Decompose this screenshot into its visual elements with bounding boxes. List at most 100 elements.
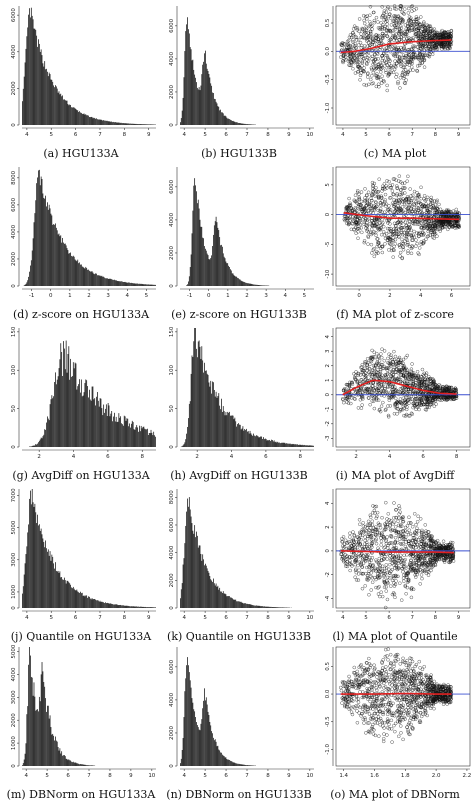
bar-a-80 bbox=[93, 118, 94, 125]
bar-j-116 bbox=[126, 606, 127, 608]
bar-j-121 bbox=[130, 606, 131, 608]
bar-g-122 bbox=[131, 424, 132, 447]
bar-g-131 bbox=[139, 426, 140, 447]
bar-k-39 bbox=[215, 586, 216, 608]
bar-k-66 bbox=[239, 601, 240, 608]
bar-k-40 bbox=[216, 583, 217, 608]
bar-e-14 bbox=[193, 211, 194, 286]
bar-h-135 bbox=[301, 445, 302, 447]
bar-e-58 bbox=[232, 273, 233, 286]
bar-k-51 bbox=[226, 594, 227, 608]
bar-h-29 bbox=[206, 370, 207, 447]
bar-d-135 bbox=[143, 284, 144, 286]
bar-g-62 bbox=[77, 386, 78, 447]
bar-h-86 bbox=[257, 436, 258, 447]
bar-g-32 bbox=[51, 399, 52, 447]
bar-g-147 bbox=[153, 432, 154, 447]
point-l-259 bbox=[371, 581, 374, 584]
bar-a-7 bbox=[28, 15, 29, 125]
x-tick-label-i-0: 2 bbox=[354, 454, 358, 460]
bar-g-11 bbox=[32, 446, 33, 447]
bar-h-17 bbox=[195, 328, 196, 447]
bar-g-125 bbox=[134, 429, 135, 447]
bar-a-113 bbox=[123, 123, 124, 125]
bar-g-39 bbox=[57, 380, 58, 447]
caption-j: (j) Quantile on HGU133A bbox=[2, 630, 160, 643]
bar-a-92 bbox=[104, 121, 105, 125]
bar-g-54 bbox=[70, 359, 71, 447]
point-f-297 bbox=[357, 237, 360, 240]
point-c-1038 bbox=[438, 45, 441, 48]
bar-g-23 bbox=[43, 436, 44, 447]
bar-b-59 bbox=[233, 121, 234, 125]
bar-b-13 bbox=[192, 60, 193, 125]
bar-j-103 bbox=[114, 604, 115, 608]
bar-a-18 bbox=[38, 39, 39, 125]
bar-e-36 bbox=[212, 246, 213, 286]
bar-g-120 bbox=[129, 423, 130, 447]
bar-j-64 bbox=[79, 593, 80, 608]
point-f-1032 bbox=[406, 180, 409, 183]
point-f-8 bbox=[411, 194, 414, 197]
bar-j-86 bbox=[99, 602, 100, 608]
bar-a-118 bbox=[127, 123, 128, 125]
bar-h-68 bbox=[241, 429, 242, 447]
bar-a-125 bbox=[134, 124, 135, 125]
bar-h-74 bbox=[246, 429, 247, 447]
point-c-1025 bbox=[395, 73, 398, 76]
x-tick-label-b-3: 7 bbox=[245, 132, 249, 138]
bar-h-58 bbox=[232, 415, 233, 447]
bar-d-84 bbox=[97, 275, 98, 286]
bar-a-138 bbox=[145, 124, 146, 125]
bar-a-27 bbox=[46, 69, 47, 125]
bar-k-88 bbox=[259, 606, 260, 608]
bar-k-76 bbox=[248, 604, 249, 608]
bar-g-119 bbox=[128, 426, 129, 447]
bar-k-103 bbox=[272, 607, 273, 608]
bar-j-62 bbox=[77, 591, 78, 608]
bar-h-41 bbox=[217, 398, 218, 447]
bar-b-31 bbox=[208, 71, 209, 125]
bar-g-121 bbox=[130, 428, 131, 447]
point-c-258 bbox=[366, 45, 369, 48]
bar-g-15 bbox=[35, 444, 36, 447]
y-tick-label-d-0: 0 bbox=[11, 284, 17, 288]
bar-k-109 bbox=[277, 607, 278, 608]
point-i-420 bbox=[433, 405, 436, 408]
y-tick-label-f-0: -10 bbox=[325, 269, 331, 278]
bar-b-52 bbox=[226, 118, 227, 125]
bar-g-71 bbox=[85, 379, 86, 447]
point-l-359 bbox=[381, 595, 384, 598]
bar-k-35 bbox=[211, 580, 212, 608]
bar-a-91 bbox=[103, 120, 104, 125]
bar-g-72 bbox=[86, 380, 87, 447]
bar-e-8 bbox=[187, 284, 188, 286]
bar-k-15 bbox=[193, 534, 194, 608]
bar-h-38 bbox=[214, 390, 215, 447]
bar-h-37 bbox=[213, 382, 214, 447]
bar-g-108 bbox=[118, 413, 119, 447]
y-tick-label-c-3: 0.5 bbox=[325, 18, 331, 27]
bar-k-98 bbox=[268, 607, 269, 608]
bar-d-38 bbox=[56, 228, 57, 286]
point-i-780 bbox=[386, 405, 389, 408]
x-tick-label-c-1: 5 bbox=[364, 132, 368, 138]
bar-h-36 bbox=[212, 382, 213, 447]
bar-d-3 bbox=[25, 285, 26, 286]
bar-h-79 bbox=[251, 433, 252, 447]
bar-d-112 bbox=[122, 282, 123, 286]
bar-a-33 bbox=[51, 80, 52, 125]
bar-h-131 bbox=[297, 444, 298, 447]
point-i-55 bbox=[373, 407, 376, 410]
bar-j-46 bbox=[63, 580, 64, 608]
bar-k-38 bbox=[214, 583, 215, 608]
bar-j-47 bbox=[64, 578, 65, 608]
bar-h-81 bbox=[252, 436, 253, 447]
bar-j-1 bbox=[23, 586, 24, 608]
point-c-241 bbox=[382, 14, 385, 17]
point-l-69 bbox=[384, 501, 387, 504]
point-f-750 bbox=[420, 208, 423, 211]
bar-h-146 bbox=[310, 445, 311, 447]
point-f-280 bbox=[384, 237, 387, 240]
